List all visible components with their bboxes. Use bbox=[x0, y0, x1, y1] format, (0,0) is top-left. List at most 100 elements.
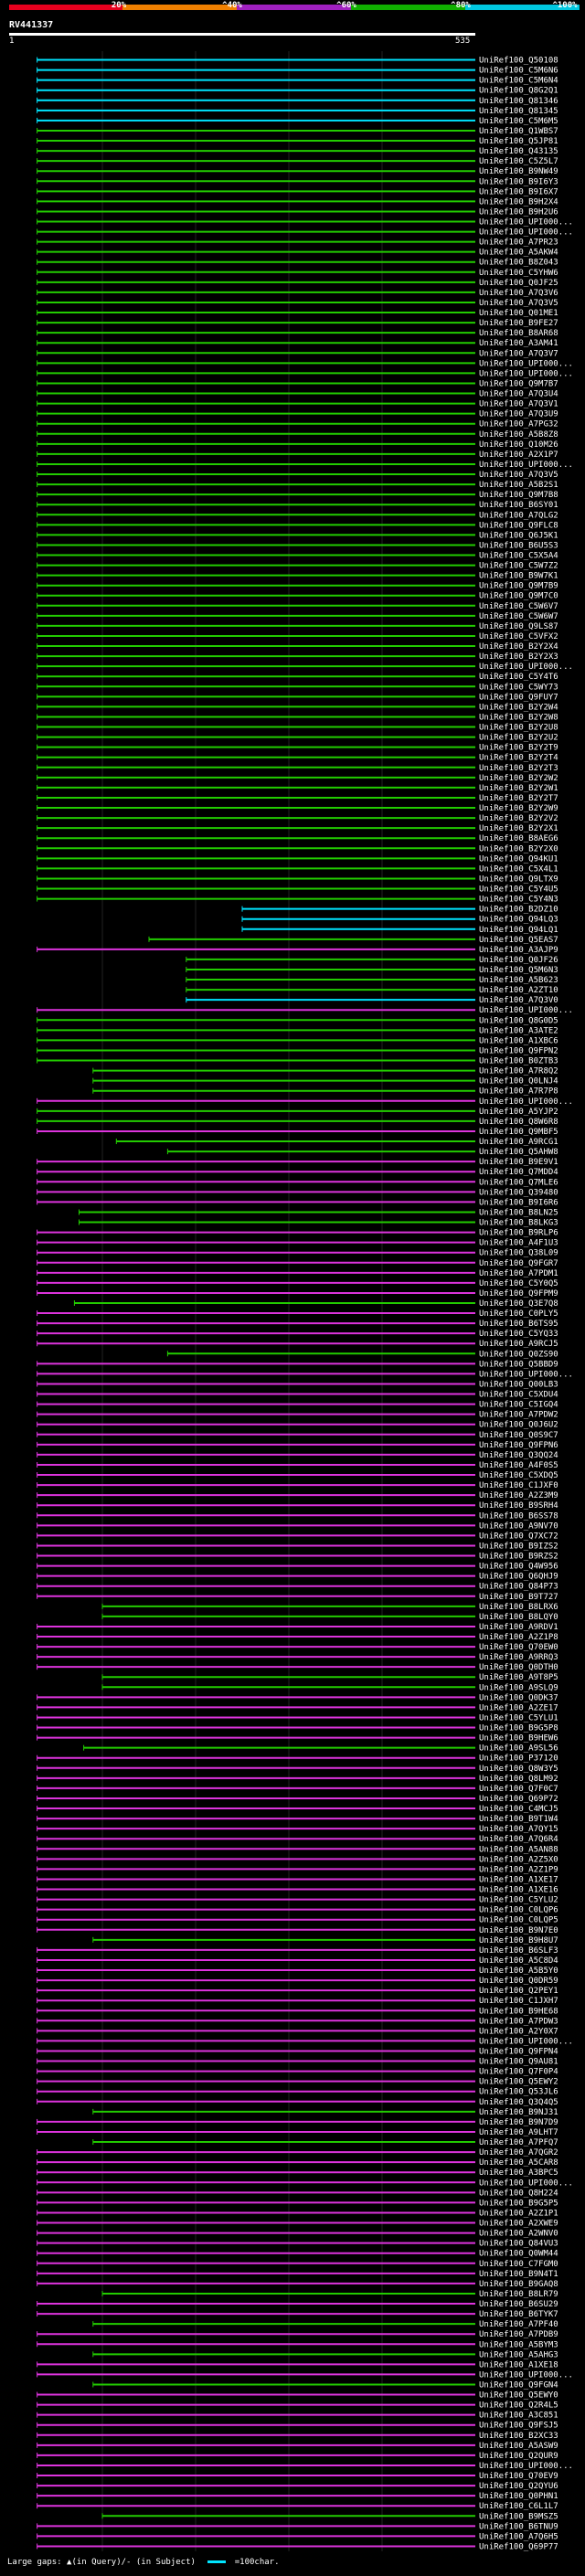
hit-row[interactable]: UniRef100_B8LQY0 bbox=[101, 1613, 558, 1622]
hit-row[interactable]: UniRef100_B2Y2T7 bbox=[37, 794, 558, 803]
hit-label[interactable]: UniRef100_A7Q3V5 bbox=[479, 299, 558, 308]
hit-label[interactable]: UniRef100_Q9LTX9 bbox=[479, 875, 558, 884]
hit-row[interactable]: UniRef100_B9T727 bbox=[37, 1593, 558, 1602]
hit-row[interactable]: UniRef100_C4MCJ5 bbox=[37, 1805, 558, 1814]
hit-row[interactable]: UniRef100_B2XC33 bbox=[37, 2432, 558, 2441]
hit-row[interactable]: UniRef100_B8LN25 bbox=[79, 1208, 558, 1217]
hit-label[interactable]: UniRef100_B9MSZ5 bbox=[479, 2512, 558, 2521]
hit-row[interactable]: UniRef100_A9SL56 bbox=[83, 1744, 558, 1754]
hit-label[interactable]: UniRef100_Q8G2Q1 bbox=[479, 87, 558, 96]
hit-row[interactable]: UniRef100_A2ZE17 bbox=[37, 1703, 558, 1712]
hit-label[interactable]: UniRef100_B2Y2T7 bbox=[479, 794, 558, 803]
hit-label[interactable]: UniRef100_Q94LQ1 bbox=[479, 926, 558, 935]
hit-label[interactable]: UniRef100_UPI000... bbox=[479, 359, 573, 368]
hit-label[interactable]: UniRef100_A7PG32 bbox=[479, 420, 558, 429]
hit-row[interactable]: UniRef100_Q3Q4Q5 bbox=[37, 2098, 558, 2107]
hit-label[interactable]: UniRef100_B6TS95 bbox=[479, 1320, 558, 1329]
hit-label[interactable]: UniRef100_Q9FPN4 bbox=[479, 2047, 558, 2056]
hit-label[interactable]: UniRef100_C0PLY5 bbox=[479, 1309, 558, 1319]
hit-row[interactable]: UniRef100_A5CAR8 bbox=[37, 2158, 558, 2168]
hit-label[interactable]: UniRef100_A7Q6H5 bbox=[479, 2532, 558, 2541]
hit-row[interactable]: UniRef100_B9G5P8 bbox=[37, 1724, 558, 1733]
hit-label[interactable]: UniRef100_B8LRX6 bbox=[479, 1603, 558, 1612]
hit-label[interactable]: UniRef100_Q2PEY1 bbox=[479, 1987, 558, 1996]
hit-row[interactable]: UniRef100_Q10M26 bbox=[37, 440, 558, 450]
hit-label[interactable]: UniRef100_A9SL56 bbox=[479, 1744, 558, 1754]
hit-row[interactable]: UniRef100_Q3QQ24 bbox=[37, 1451, 558, 1460]
hit-row[interactable]: UniRef100_Q5EWY0 bbox=[37, 2391, 558, 2401]
hit-row[interactable]: UniRef100_A7Q3V6 bbox=[37, 289, 558, 298]
hit-label[interactable]: UniRef100_B9H2X4 bbox=[479, 197, 558, 207]
hit-label[interactable]: UniRef100_B2Y2W4 bbox=[479, 703, 558, 712]
hit-label[interactable]: UniRef100_A7PFQ7 bbox=[479, 2138, 558, 2147]
hit-row[interactable]: UniRef100_B2Y2T9 bbox=[37, 744, 558, 753]
hit-label[interactable]: UniRef100_Q0ZS90 bbox=[479, 1350, 558, 1359]
hit-label[interactable]: UniRef100_B9IZS2 bbox=[479, 1542, 558, 1551]
hit-row[interactable]: UniRef100_Q70EW0 bbox=[37, 1643, 558, 1652]
hit-label[interactable]: UniRef100_C5YHW6 bbox=[479, 269, 558, 278]
hit-row[interactable]: UniRef100_UPI000... bbox=[37, 1370, 573, 1379]
hit-label[interactable]: UniRef100_Q0PHN1 bbox=[479, 2492, 558, 2501]
hit-label[interactable]: UniRef100_B0ZTB3 bbox=[479, 1057, 558, 1066]
hit-row[interactable]: UniRef100_Q9AU81 bbox=[37, 2058, 558, 2067]
hit-row[interactable]: UniRef100_B9N4T1 bbox=[37, 2270, 558, 2279]
hit-row[interactable]: UniRef100_B9MSZ5 bbox=[101, 2512, 558, 2521]
hit-row[interactable]: UniRef100_Q5AHW8 bbox=[166, 1148, 558, 1157]
hit-label[interactable]: UniRef100_Q38L09 bbox=[479, 1249, 558, 1258]
hit-row[interactable]: UniRef100_B2Y2X1 bbox=[37, 824, 558, 833]
hit-row[interactable]: UniRef100_Q9FUY7 bbox=[37, 693, 558, 702]
hit-row[interactable]: UniRef100_Q9M7B8 bbox=[37, 491, 558, 500]
hit-label[interactable]: UniRef100_Q8W3Y5 bbox=[479, 1765, 558, 1774]
hit-row[interactable]: UniRef100_Q5M6N3 bbox=[186, 966, 558, 975]
hit-row[interactable]: UniRef100_Q38L09 bbox=[37, 1249, 558, 1258]
hit-row[interactable]: UniRef100_C1JXF0 bbox=[37, 1481, 558, 1490]
hit-row[interactable]: UniRef100_Q8W6R8 bbox=[37, 1118, 558, 1127]
hit-label[interactable]: UniRef100_B9I6X7 bbox=[479, 187, 558, 196]
hit-label[interactable]: UniRef100_UPI000... bbox=[479, 369, 573, 378]
hit-label[interactable]: UniRef100_B2Y2X0 bbox=[479, 844, 558, 853]
hit-row[interactable]: UniRef100_A7Q3V1 bbox=[37, 400, 558, 409]
hit-label[interactable]: UniRef100_B6SS78 bbox=[479, 1511, 558, 1521]
hit-label[interactable]: UniRef100_B9E9V1 bbox=[479, 1158, 558, 1167]
hit-row[interactable]: UniRef100_A7QLG2 bbox=[37, 511, 558, 520]
hit-row[interactable]: UniRef100_C5IGQ4 bbox=[37, 1401, 558, 1410]
hit-label[interactable]: UniRef100_A1XE17 bbox=[479, 1875, 558, 1884]
hit-row[interactable]: UniRef100_A9T8P5 bbox=[101, 1673, 558, 1682]
hit-label[interactable]: UniRef100_A1XE18 bbox=[479, 2360, 558, 2369]
hit-label[interactable]: UniRef100_B9I6Y3 bbox=[479, 177, 558, 186]
hit-label[interactable]: UniRef100_B2Y2W8 bbox=[479, 713, 558, 722]
hit-label[interactable]: UniRef100_C1JXH7 bbox=[479, 1997, 558, 2006]
hit-row[interactable]: UniRef100_B9H2U6 bbox=[37, 207, 558, 217]
hit-label[interactable]: UniRef100_A7Q3U4 bbox=[479, 390, 558, 399]
hit-row[interactable]: UniRef100_Q7XC72 bbox=[37, 1532, 558, 1541]
hit-row[interactable]: UniRef100_A2Z3M9 bbox=[37, 1491, 558, 1500]
hit-label[interactable]: UniRef100_C0LQP5 bbox=[479, 1916, 558, 1925]
hit-label[interactable]: UniRef100_B8LN25 bbox=[479, 1208, 558, 1217]
hit-row[interactable]: UniRef100_UPI000... bbox=[37, 461, 573, 470]
hit-row[interactable]: UniRef100_A9RDV1 bbox=[37, 1623, 558, 1632]
hit-row[interactable]: UniRef100_Q69P77 bbox=[37, 2542, 558, 2551]
hit-label[interactable]: UniRef100_Q9FGR7 bbox=[479, 1259, 558, 1268]
hit-row[interactable]: UniRef100_A1XE16 bbox=[37, 1886, 558, 1895]
hit-label[interactable]: UniRef100_Q2QUR9 bbox=[479, 2452, 558, 2461]
hit-label[interactable]: UniRef100_B9N7D9 bbox=[479, 2118, 558, 2127]
hit-label[interactable]: UniRef100_A2Z3M9 bbox=[479, 1491, 558, 1500]
hit-row[interactable]: UniRef100_Q01ME1 bbox=[37, 309, 558, 318]
hit-label[interactable]: UniRef100_Q81345 bbox=[479, 107, 558, 116]
hit-row[interactable]: UniRef100_Q84VU3 bbox=[37, 2240, 558, 2249]
hit-label[interactable]: UniRef100_A7Q6R4 bbox=[479, 1835, 558, 1844]
hit-row[interactable]: UniRef100_Q9FPN6 bbox=[37, 1441, 558, 1450]
hit-label[interactable]: UniRef100_Q9AU81 bbox=[479, 2058, 558, 2067]
hit-row[interactable]: UniRef100_A2Z1P8 bbox=[37, 1633, 558, 1642]
hit-label[interactable]: UniRef100_B2Y2X1 bbox=[479, 824, 558, 833]
hit-row[interactable]: UniRef100_A2Z1P9 bbox=[37, 1865, 558, 1874]
hit-label[interactable]: UniRef100_C5Z5L7 bbox=[479, 157, 558, 166]
hit-label[interactable]: UniRef100_A9SLQ9 bbox=[479, 1683, 558, 1692]
hit-label[interactable]: UniRef100_A7R7P8 bbox=[479, 1087, 558, 1097]
hit-row[interactable]: UniRef100_Q81345 bbox=[37, 107, 558, 116]
hit-row[interactable]: UniRef100_C5Y4N3 bbox=[37, 896, 558, 905]
hit-label[interactable]: UniRef100_B9G5P5 bbox=[479, 2199, 558, 2208]
hit-label[interactable]: UniRef100_Q5EWY2 bbox=[479, 2078, 558, 2087]
hit-label[interactable]: UniRef100_UPI000... bbox=[479, 461, 573, 470]
hit-row[interactable]: UniRef100_B0ZTB3 bbox=[37, 1057, 558, 1066]
